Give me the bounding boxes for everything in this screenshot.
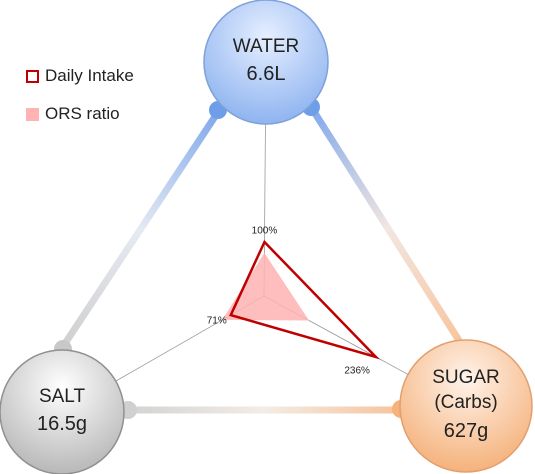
node-label: SUGAR (Carbs) [432,367,500,413]
water-circle [203,0,329,125]
value-label: 100% [252,226,278,237]
legend-item: Daily Intake [26,66,134,86]
legend-item: ORS ratio [26,104,120,124]
value-label: 71% [207,316,227,327]
node-label: WATER [232,35,300,57]
node-label: SALT [38,385,86,407]
ors-area [222,252,310,321]
salt-circle [0,349,125,474]
node: SUGAR (Carbs) 627g [400,340,532,472]
value-label: 236% [344,366,370,377]
legend-swatch [26,69,39,83]
node-amount: 16.5g [36,413,88,436]
node-amount: 6.6L [246,63,286,86]
legend-label: ORS ratio [45,104,120,123]
node: SALT 16.5g [0,350,124,474]
sugar-circle [399,339,533,473]
node: WATER 6.6L [204,0,328,124]
legend-swatch [26,107,39,121]
legend-label: Daily Intake [45,66,134,85]
node-amount: 627g [443,419,489,442]
intake-outline [229,239,381,360]
